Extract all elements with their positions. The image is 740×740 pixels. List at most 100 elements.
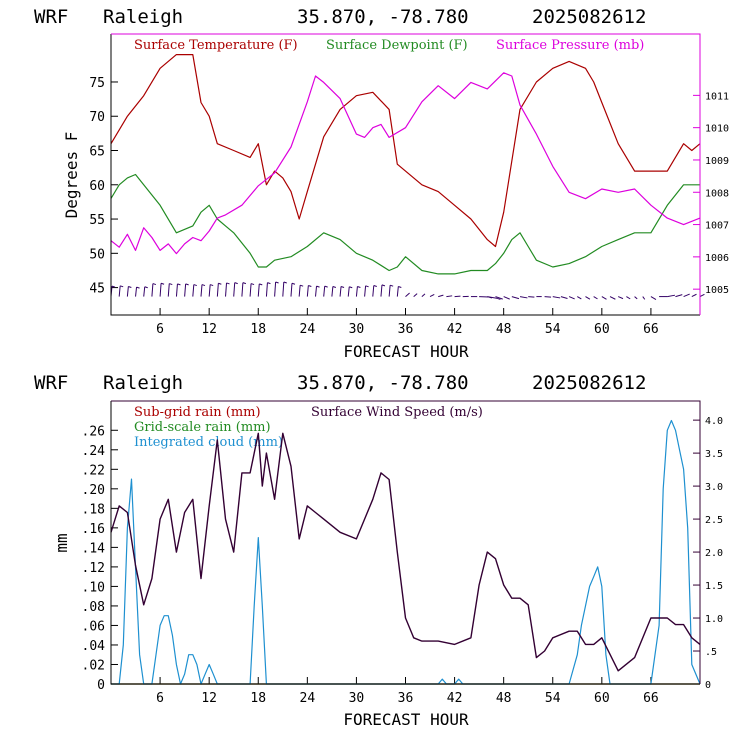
bottom-header-run: 2025082612 <box>532 372 646 394</box>
top-y2-tick-label: 1005 <box>705 285 729 296</box>
bottom-x-tick-label: 6 <box>156 691 164 706</box>
wind-barb <box>667 294 676 298</box>
wind-barb <box>208 284 214 297</box>
wind-barb <box>626 296 631 300</box>
wind-barb <box>396 285 402 297</box>
bottom-panel: WRF Raleigh 35.870, -78.780 2025082612 S… <box>34 372 723 729</box>
bottom-x-tick-label: 30 <box>349 691 365 706</box>
wind-barb <box>257 283 263 297</box>
bottom-header-model: WRF <box>34 372 68 394</box>
top-header-model: WRF <box>34 6 68 28</box>
top-y-tick-label: 55 <box>89 213 105 228</box>
bottom-y2-tick-label: 1.5 <box>705 581 723 592</box>
wind-barb <box>290 282 296 297</box>
wind-barb <box>192 284 197 297</box>
wind-barb <box>372 285 377 297</box>
top-y2-tick-label: 1010 <box>705 124 729 135</box>
wind-barb <box>135 286 140 297</box>
wind-barb <box>609 296 616 300</box>
top-y-tick-label: 70 <box>89 110 105 125</box>
wind-barb <box>151 283 157 297</box>
bottom-y2-tick-label: 3.0 <box>705 482 723 493</box>
bottom-legend-wind-speed: Surface Wind Speed (m/s) <box>311 405 483 420</box>
top-y-tick-label: 50 <box>89 247 105 262</box>
wind-barb <box>298 284 304 297</box>
bottom-y-tick-label: .24 <box>82 444 106 459</box>
wind-barb <box>446 295 453 298</box>
top-legend-pressure: Surface Pressure (mb) <box>496 38 644 53</box>
top-y-tick-label: 45 <box>89 282 105 297</box>
bottom-y2-tick-label: 2.5 <box>705 515 723 526</box>
wind-barb <box>454 295 461 298</box>
wind-barb <box>200 284 206 297</box>
bottom-y2-tick-label: 0 <box>705 680 711 691</box>
top-x-tick-label: 60 <box>594 322 610 337</box>
bottom-x-tick-label: 18 <box>250 691 266 706</box>
top-x-tick-label: 48 <box>496 322 512 337</box>
bottom-x-tick-label: 48 <box>496 691 512 706</box>
bottom-y-tick-label: .22 <box>82 463 105 478</box>
bottom-x-axis-label: FORECAST HOUR <box>343 710 469 729</box>
wind-barb <box>691 293 697 298</box>
wind-barb <box>675 294 683 298</box>
wind-barb <box>487 296 501 300</box>
wind-barb <box>438 294 444 298</box>
top-x-tick-label: 36 <box>398 322 414 337</box>
wind-barb <box>241 282 247 297</box>
top-x-tick-label: 54 <box>545 322 561 337</box>
top-series-group <box>110 53 701 275</box>
top-header-coords: 35.870, -78.780 <box>297 6 469 28</box>
bottom-y-tick-label: .20 <box>82 483 105 498</box>
top-y2-ticks: 1005 1006 1007 1008 1009 1010 1011 <box>693 91 729 296</box>
top-x-tick-label: 66 <box>643 322 659 337</box>
bottom-y-tick-label: .08 <box>82 600 105 615</box>
bottom-y-tick-label: .12 <box>82 561 105 576</box>
bottom-x-ticks: 6 12 18 24 30 36 42 48 54 60 66 <box>156 677 659 706</box>
top-x-tick-label: 6 <box>156 322 164 337</box>
top-x-tick-label: 42 <box>447 322 463 337</box>
wind-barb <box>528 296 535 298</box>
wind-barb <box>618 296 624 300</box>
top-y-tick-label: 60 <box>89 179 105 194</box>
wind-barb <box>347 286 353 297</box>
bottom-y-tick-label: .14 <box>82 541 106 556</box>
bottom-y2-tick-label: 4.0 <box>705 416 723 427</box>
bottom-series-group <box>110 419 701 685</box>
bottom-y-axis-label: mm <box>52 533 71 552</box>
wind-barb <box>265 282 271 297</box>
top-y2-tick-label: 1009 <box>705 156 729 167</box>
top-x-tick-label: 12 <box>201 322 217 337</box>
top-y2-tick-label: 1006 <box>705 253 729 264</box>
wind-barb <box>413 293 418 297</box>
wind-barb <box>339 285 345 297</box>
wind-barb <box>380 284 386 297</box>
wind-barb <box>249 283 255 297</box>
bottom-y2-tick-label: .5 <box>705 647 717 658</box>
bottom-series-surface-wind-speed <box>110 432 701 672</box>
wind-barb <box>593 296 598 300</box>
bottom-y-tick-label: .06 <box>82 619 105 634</box>
bottom-y-tick-label: .18 <box>82 502 105 517</box>
wind-barb <box>552 296 561 299</box>
bottom-y2-ticks: 0 .5 1.0 1.5 2.0 2.5 3.0 3.5 4.0 <box>693 416 723 691</box>
bottom-y2-tick-label: 3.5 <box>705 449 723 460</box>
bottom-x-tick-label: 66 <box>643 691 659 706</box>
wind-barb <box>126 285 132 297</box>
bottom-y2-tick-label: 1.0 <box>705 614 723 625</box>
wind-barb <box>511 296 520 300</box>
bottom-header-location: Raleigh <box>103 372 183 394</box>
wind-barb <box>233 282 238 297</box>
top-legend-temperature: Surface Temperature (F) <box>134 38 298 53</box>
top-series-surface-pressure <box>110 72 701 255</box>
wind-barb <box>519 296 528 299</box>
wind-barb <box>331 285 337 297</box>
wind-barb <box>560 296 568 299</box>
wind-barbs <box>110 281 705 301</box>
wind-barb <box>216 282 222 297</box>
top-x-tick-label: 24 <box>300 322 316 337</box>
top-series-surface-temperature <box>110 53 701 248</box>
wind-barb <box>118 285 124 297</box>
top-legend-dewpoint: Surface Dewpoint (F) <box>326 38 468 53</box>
wind-barb <box>274 281 279 297</box>
